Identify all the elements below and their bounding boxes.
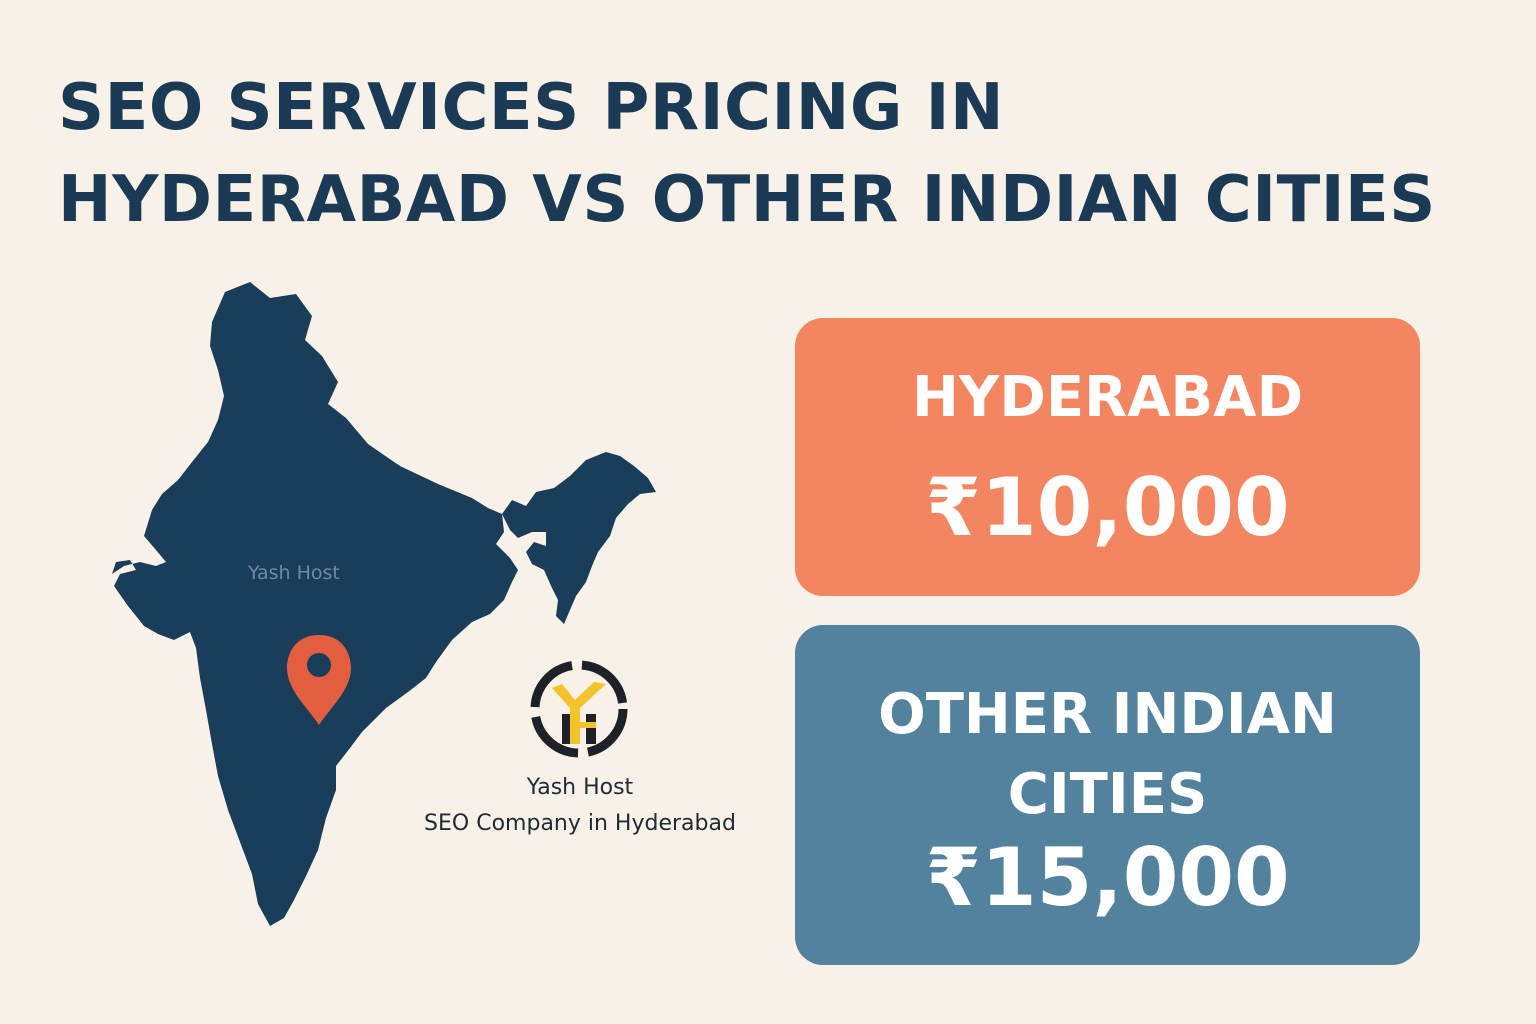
hyderabad-price: ₹10,000 bbox=[925, 461, 1290, 554]
india-northeast-shape bbox=[502, 452, 656, 624]
other-cities-label: OTHER INDIAN CITIES bbox=[878, 682, 1337, 827]
map-label: Yash Host bbox=[248, 562, 340, 584]
other-cities-price: ₹15,000 bbox=[925, 831, 1290, 924]
yash-host-logo bbox=[530, 660, 628, 758]
india-map-graphic bbox=[112, 282, 656, 926]
company-name: Yash Host bbox=[526, 775, 634, 800]
hyderabad-city-label: HYDERABAD bbox=[911, 365, 1304, 430]
india-map bbox=[100, 270, 680, 950]
india-mainland-shape bbox=[112, 282, 518, 926]
other-cities-price-card: OTHER INDIAN CITIES ₹15,000 bbox=[795, 625, 1420, 965]
location-pin-icon bbox=[287, 635, 351, 725]
hyderabad-price-card: HYDERABAD ₹10,000 bbox=[795, 318, 1420, 596]
yash-host-logo-icon bbox=[530, 660, 628, 758]
company-info: Yash Host SEO Company in Hyderabad bbox=[380, 770, 780, 842]
page-title-line-2: HYDERABAD VS OTHER INDIAN CITIES bbox=[58, 163, 1436, 237]
page-title-line-1: SEO SERVICES PRICING IN bbox=[58, 71, 1005, 145]
company-tagline: SEO Company in Hyderabad bbox=[424, 811, 736, 836]
page-title: SEO SERVICES PRICING IN HYDERABAD VS OTH… bbox=[58, 62, 1518, 246]
